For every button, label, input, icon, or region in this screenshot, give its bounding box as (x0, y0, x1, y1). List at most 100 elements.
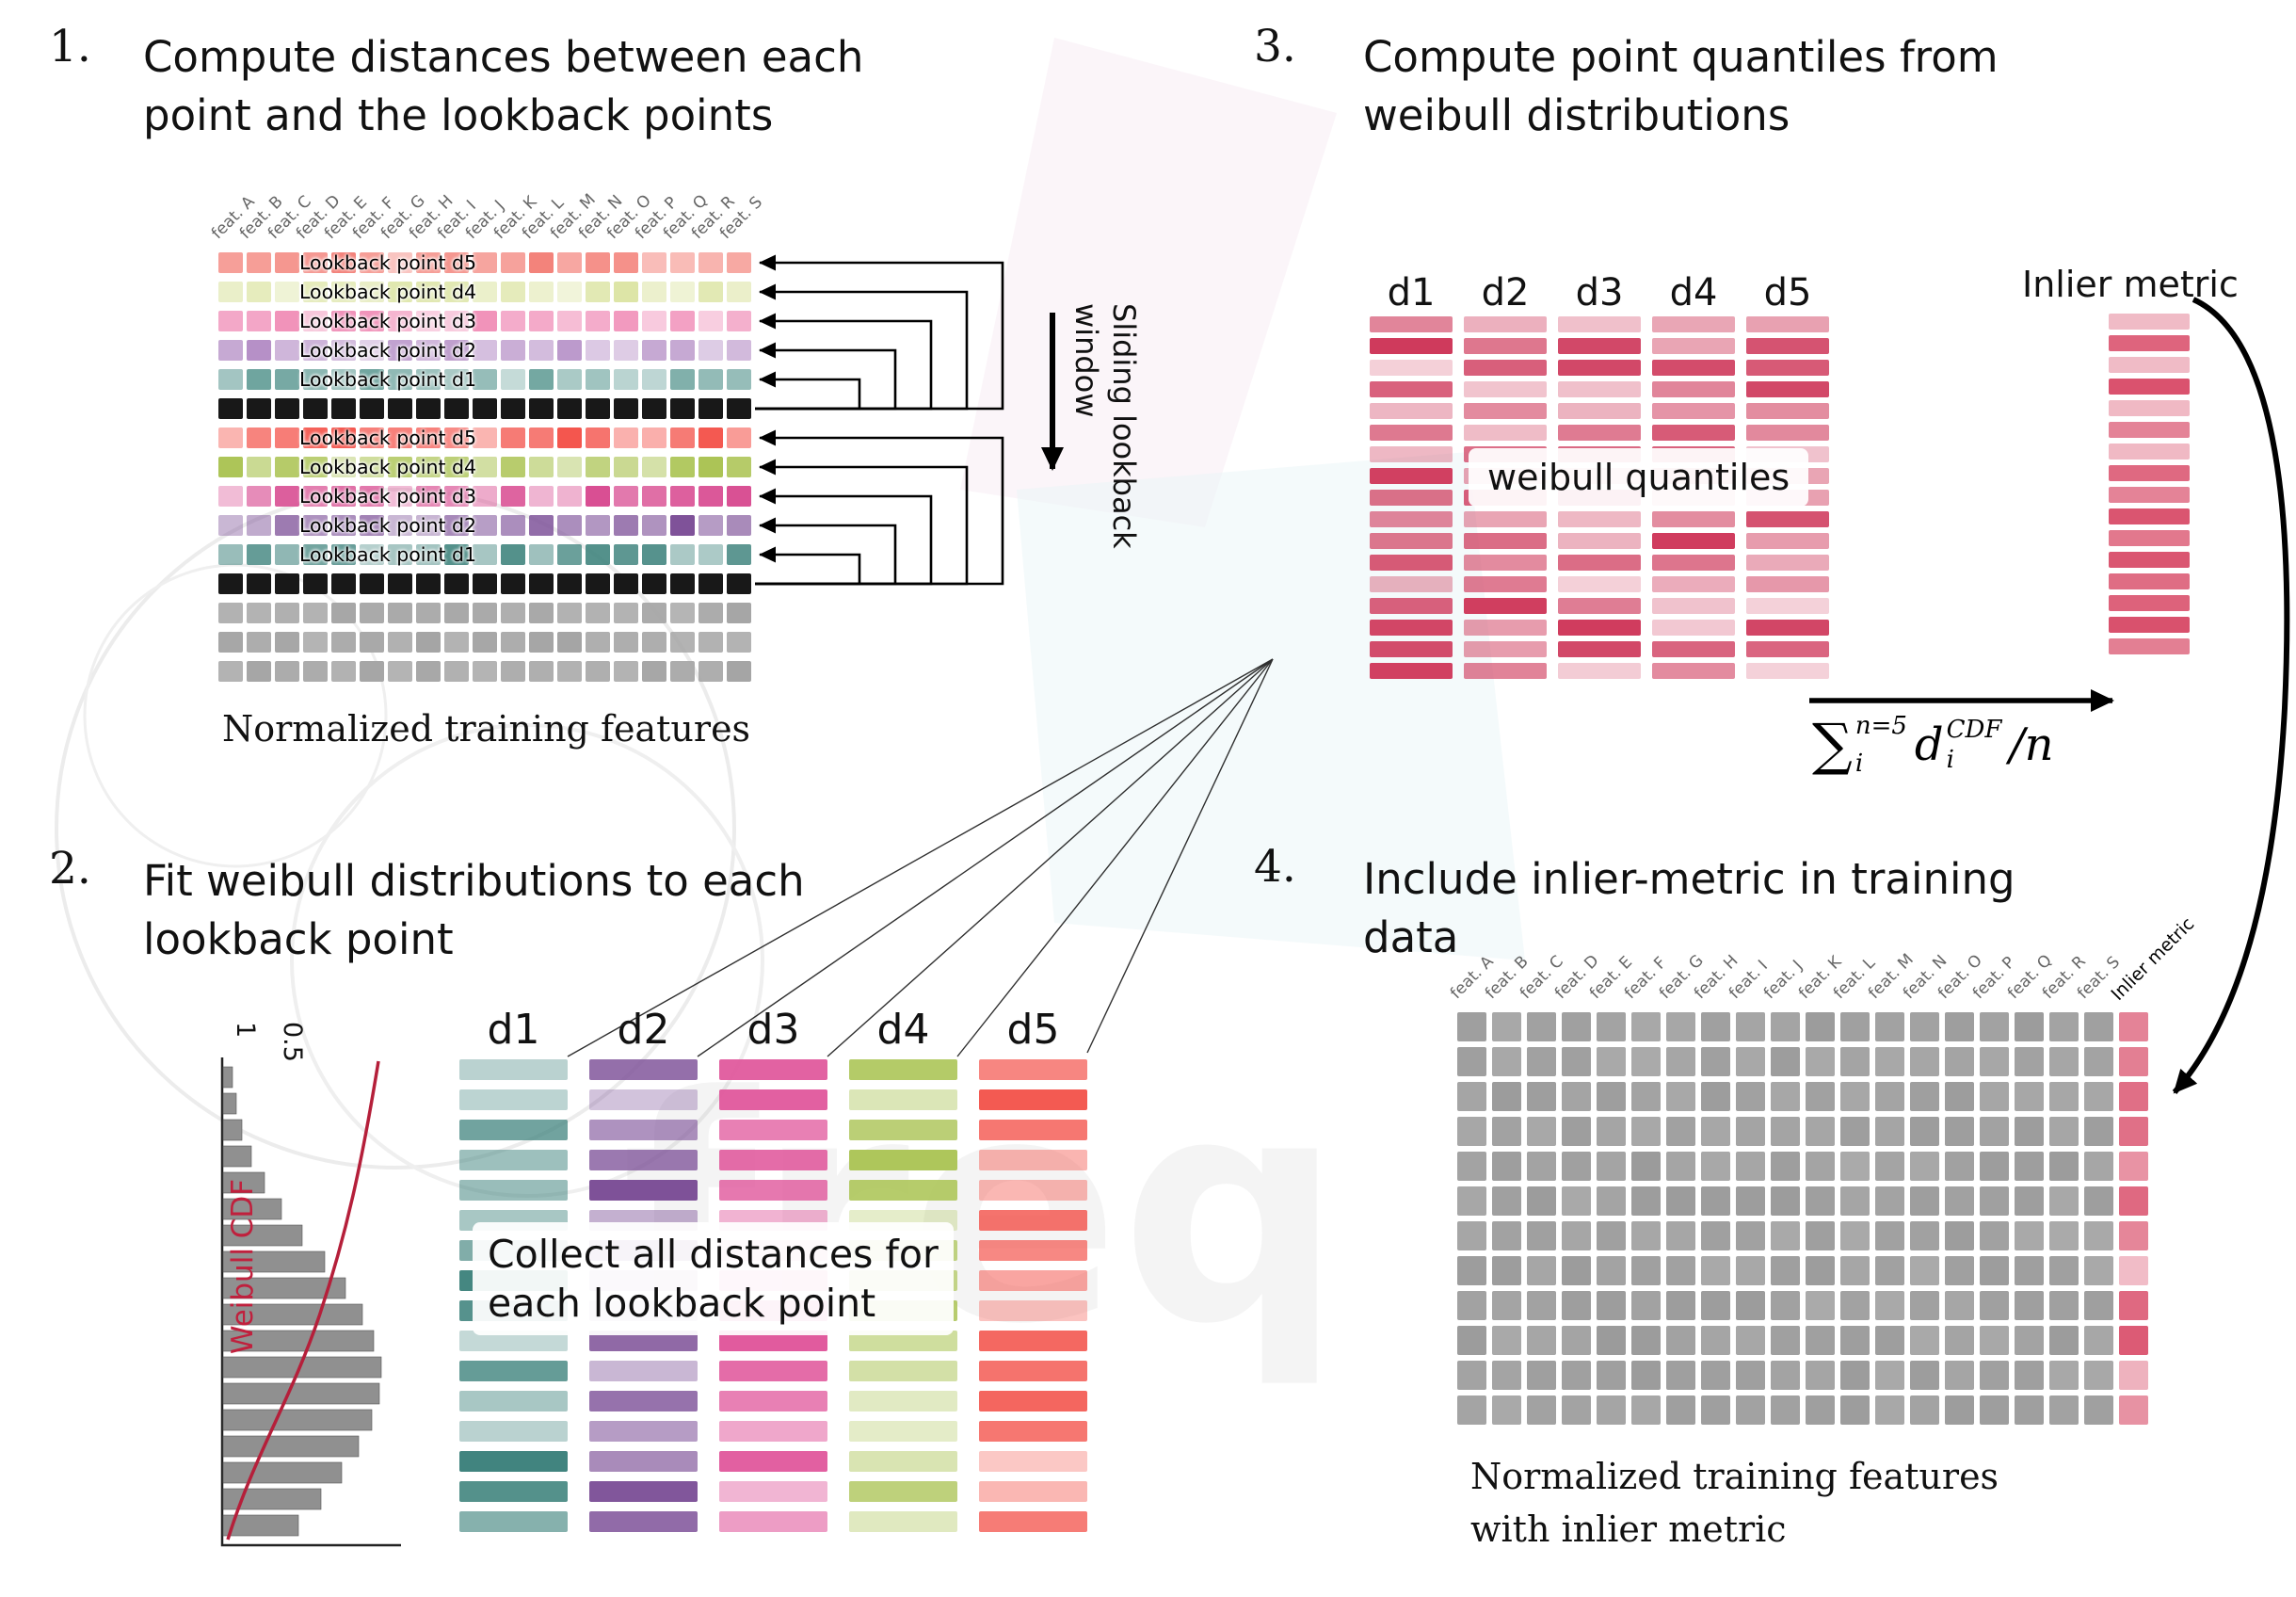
feature-cell (670, 661, 695, 682)
feature-cell (1945, 1291, 1974, 1320)
lookback-bracket-arrow (755, 283, 969, 411)
inlier-metric-bar (2109, 508, 2190, 524)
feature-cell (1771, 1012, 1800, 1041)
feature-cell (557, 369, 582, 390)
distance-bar (459, 1089, 568, 1110)
feature-cell (303, 661, 328, 682)
feature-cell (1806, 1256, 1835, 1285)
feature-cell (2084, 1291, 2113, 1320)
feature-cell (247, 457, 271, 477)
feature-cell (557, 661, 582, 682)
feature-cell (727, 515, 751, 536)
feature-cell (1562, 1152, 1591, 1181)
feature-cell (444, 632, 469, 653)
feature-cell (1840, 1291, 1870, 1320)
feature-cell (642, 369, 666, 390)
quantile-bar (1652, 511, 1735, 527)
feature-cell (670, 340, 695, 361)
feature-cell (698, 486, 723, 507)
feature-cell (1875, 1012, 1904, 1041)
inlier-metric-column (2109, 314, 2193, 662)
lookback-row-label: Lookback point d4 (299, 456, 477, 478)
feature-cell (416, 457, 441, 477)
feature-cell (303, 340, 328, 361)
feature-cell (1492, 1117, 1521, 1146)
feature-cell (473, 457, 497, 477)
feature-cell (586, 282, 610, 302)
feature-cell (1736, 1291, 1765, 1320)
quantile-bar (1652, 663, 1735, 679)
quantile-bar (1652, 338, 1735, 354)
feature-cell (586, 427, 610, 448)
inlier-metric-cell (2119, 1256, 2148, 1285)
feature-cell (1666, 1047, 1695, 1076)
step1-title-line2: point and the lookback points (143, 90, 774, 140)
quantile-bar (1746, 316, 1829, 332)
feature-cell (1527, 1152, 1556, 1181)
step4-number: 4. (1254, 841, 1296, 893)
feature-cell (1631, 1291, 1661, 1320)
feature-cell (1806, 1082, 1835, 1111)
quantile-bar (1652, 403, 1735, 419)
quantile-bar (1370, 338, 1453, 354)
feature-cell (1771, 1361, 1800, 1390)
feature-cell (1875, 1291, 1904, 1320)
inlier-metric-bar (2109, 379, 2190, 395)
feature-cell (1840, 1047, 1870, 1076)
lookback-bracket-arrow (755, 488, 933, 586)
distance-bar (979, 1059, 1087, 1080)
feature-cell (1631, 1221, 1661, 1250)
feature-cell (1562, 1256, 1591, 1285)
inlier-metric-bar (2109, 552, 2190, 568)
feature-cell (586, 573, 610, 594)
feature-cell (416, 311, 441, 331)
distance-bar (849, 1451, 957, 1472)
feature-cell (2015, 1256, 2044, 1285)
distance-bar (589, 1089, 698, 1110)
inlier-metric-cell (2119, 1291, 2148, 1320)
feature-cell (529, 457, 554, 477)
weibull-cdf-axis-label: Weibull CDF (226, 1179, 260, 1354)
stack-label-d5: d5 (1006, 1006, 1060, 1054)
feature-cell (1701, 1291, 1730, 1320)
feature-cell (1771, 1082, 1800, 1111)
quantile-bar (1370, 381, 1453, 397)
feature-cell (501, 603, 525, 623)
feature-cell (218, 544, 243, 565)
feature-cell (388, 573, 412, 594)
lookback-bracket-arrow (755, 459, 969, 586)
lookback-row-label: Lookback point d1 (299, 543, 477, 566)
stack-label-d2: d2 (617, 1006, 670, 1054)
distance-bar (589, 1421, 698, 1442)
feature-cell (473, 340, 497, 361)
histogram-bar (222, 1330, 375, 1352)
feature-cell (1945, 1221, 1974, 1250)
feature-cell (1597, 1395, 1626, 1425)
feature-cell (1875, 1186, 1904, 1216)
feature-cell (1457, 1012, 1486, 1041)
plot-axis (220, 1057, 401, 1547)
feature-cell (1736, 1152, 1765, 1181)
feature-cell (1457, 1256, 1486, 1285)
variable-superscript: CDF (1946, 716, 2002, 744)
feature-cell (698, 544, 723, 565)
feature-cell (247, 661, 271, 682)
feature-cell (1945, 1152, 1974, 1181)
sum-limits: n=5 i (1855, 712, 1907, 778)
feature-cell (1527, 1256, 1556, 1285)
quantile-bar (1370, 641, 1453, 657)
feature-cell (444, 282, 469, 302)
feature-cell (1875, 1047, 1904, 1076)
feature-cell (1701, 1152, 1730, 1181)
feature-cell (1875, 1082, 1904, 1111)
feature-cell (218, 398, 243, 419)
feature-cell (1597, 1047, 1626, 1076)
distance-bar (589, 1451, 698, 1472)
feature-cell (642, 311, 666, 331)
inlier-metric-cell (2119, 1186, 2148, 1216)
distance-bar (979, 1180, 1087, 1201)
feature-cell (444, 340, 469, 361)
quantile-bar (1558, 360, 1641, 376)
feature-cell (529, 515, 554, 536)
feature-cell (1597, 1012, 1626, 1041)
